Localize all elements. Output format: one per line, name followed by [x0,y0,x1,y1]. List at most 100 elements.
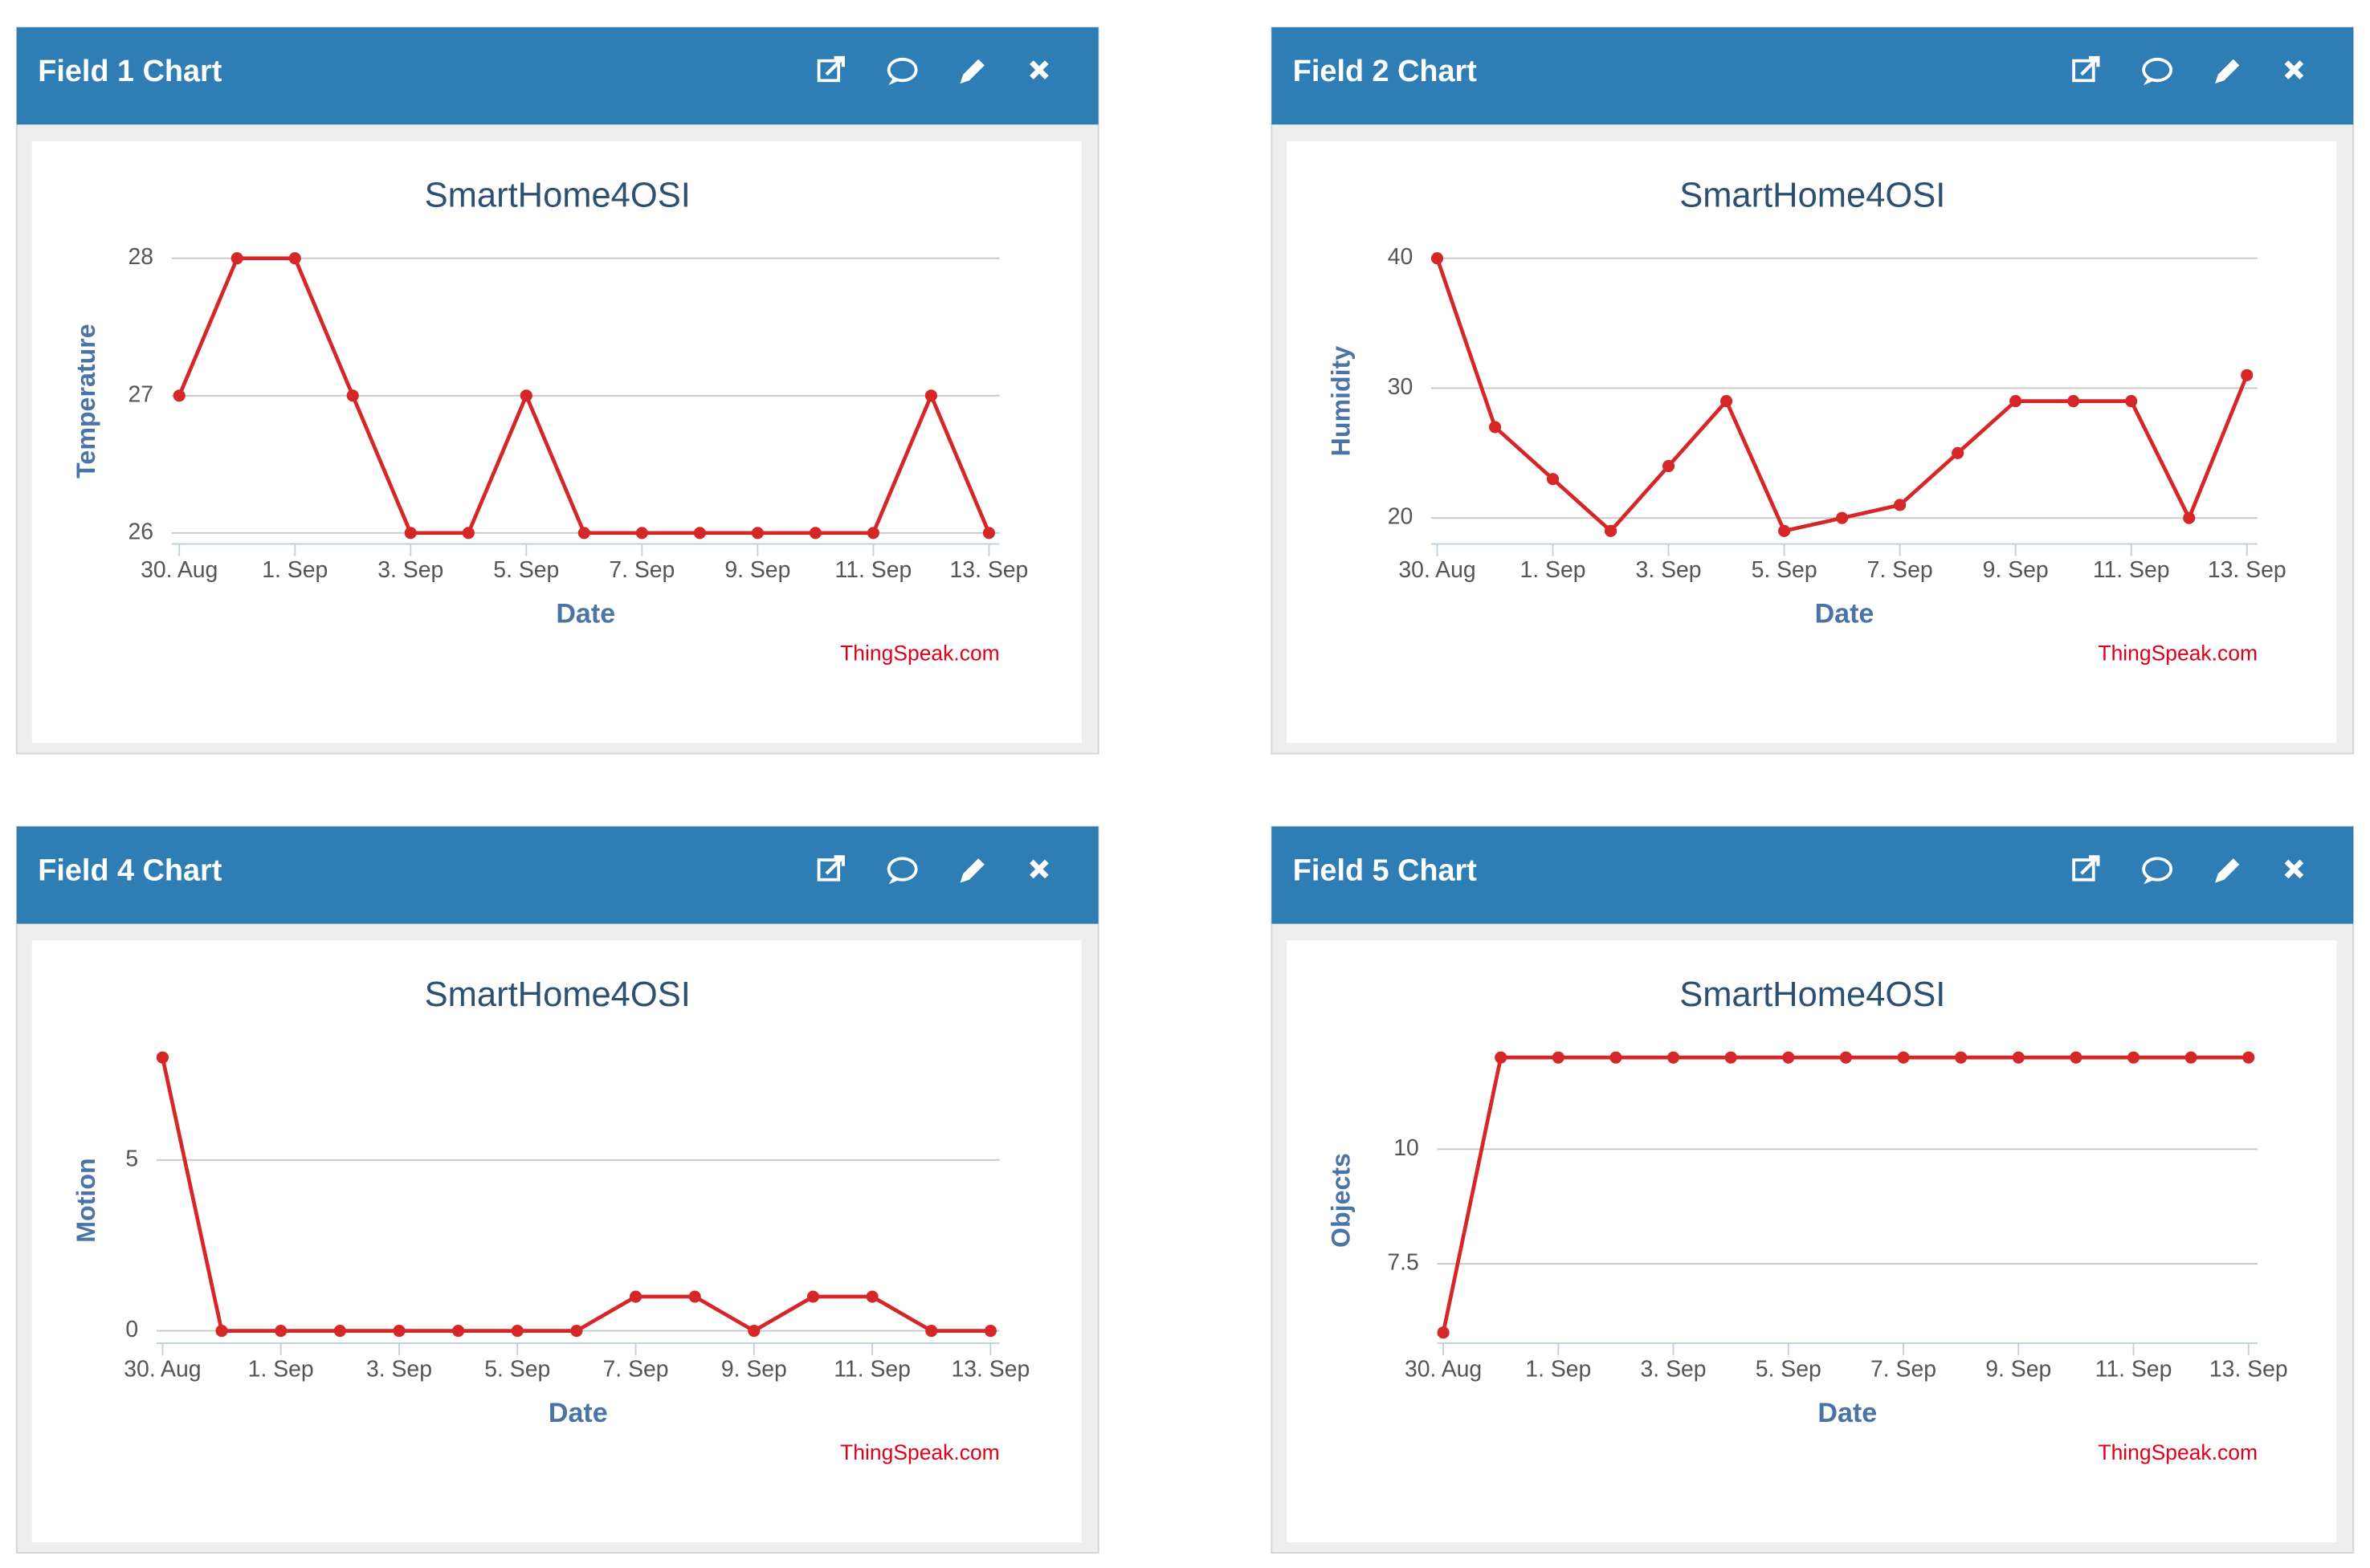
x-tick-label: 7. Sep [1867,557,1933,583]
data-point [404,527,417,540]
close-icon[interactable] [1030,60,1049,79]
y-tick-label: 40 [1388,244,1413,270]
comment-icon[interactable] [887,857,918,882]
x-tick-label: 5. Sep [484,1356,550,1382]
data-point [693,527,706,540]
data-point [1552,1051,1564,1064]
open-icon-arrow[interactable] [2080,55,2100,76]
y-tick-label: 10 [1393,1135,1419,1161]
chart-title: SmartHome4OSI [425,177,691,215]
x-tick-label: 30. Aug [1398,557,1475,583]
edit-icon[interactable] [2215,858,2240,883]
x-tick-label: 1. Sep [248,1356,314,1382]
x-tick-label: 3. Sep [377,557,443,583]
data-point [333,1325,346,1338]
y-axis-label: Motion [71,1158,100,1242]
chart-area [1287,141,2337,743]
x-tick-label: 9. Sep [1983,557,2049,583]
y-tick-label: 7.5 [1387,1250,1418,1276]
open-icon[interactable] [2072,858,2095,882]
panel-title: Field 4 Chart [38,853,222,887]
data-point [346,389,359,402]
data-point [1609,1051,1622,1064]
data-point [925,1325,938,1338]
x-tick-label: 13. Sep [950,557,1029,583]
y-axis-label: Humidity [1327,346,1356,457]
x-tick-label: 11. Sep [2095,1356,2172,1382]
x-axis-label: Date [1817,1398,1877,1428]
data-point [1894,499,1907,511]
credit: ThingSpeak.com [2098,641,2258,666]
x-axis-label: Date [549,1398,608,1428]
data-point [2067,395,2080,408]
data-point [2184,1051,2197,1064]
x-axis-label: Date [556,598,615,629]
x-tick-label: 5. Sep [493,557,559,583]
x-tick-label: 9. Sep [1985,1356,2051,1382]
x-tick-label: 30. Aug [141,557,218,583]
open-icon-arrow[interactable] [2080,855,2100,875]
open-icon-arrow[interactable] [825,855,845,875]
close-icon[interactable] [2284,859,2304,879]
x-tick-label: 3. Sep [1641,1356,1707,1382]
data-point [288,252,301,265]
data-point [511,1325,524,1338]
comment-tail [888,876,899,885]
data-point [2241,369,2254,381]
chart-title: SmartHome4OSI [1679,177,1945,215]
data-point [1839,1051,1852,1064]
x-tick-label: 1. Sep [1525,1356,1591,1382]
close-icon[interactable] [1030,859,1049,879]
data-point [393,1325,406,1338]
data-point [2012,1051,2025,1064]
comment-icon[interactable] [2142,857,2173,882]
y-tick-label: 0 [125,1317,138,1342]
panel-title: Field 1 Chart [38,55,222,88]
data-point [1720,395,1733,408]
x-tick-label: 1. Sep [262,557,328,583]
close-icon[interactable] [2284,60,2304,79]
y-axis-label: Objects [1327,1153,1356,1248]
open-icon-arrow[interactable] [825,55,845,76]
y-tick-label: 5 [125,1146,138,1171]
credit: ThingSpeak.com [2098,1440,2258,1464]
x-tick-label: 13. Sep [2208,557,2286,583]
x-tick-label: 13. Sep [952,1356,1030,1382]
x-tick-label: 9. Sep [721,1356,787,1382]
data-point [275,1325,288,1338]
x-tick-label: 13. Sep [2209,1356,2288,1382]
chart-title: SmartHome4OSI [1679,975,1945,1014]
edit-icon[interactable] [2215,59,2240,84]
data-point [2242,1051,2255,1064]
data-point [629,1290,642,1303]
x-tick-label: 7. Sep [1870,1356,1936,1382]
edit-icon[interactable] [960,858,985,883]
y-axis-label: Temperature [71,324,100,478]
data-point [1955,1051,1968,1064]
data-point [462,527,475,540]
chart-panel: Field 2 Chart SmartHome4OSI Humidity Date Th… [1271,26,2355,755]
panel-header [1271,27,2354,125]
comment-icon[interactable] [2142,57,2173,83]
comment-icon[interactable] [887,57,918,83]
data-point [215,1325,228,1338]
credit: ThingSpeak.com [840,1440,1000,1464]
open-icon[interactable] [817,858,841,882]
open-icon[interactable] [817,59,841,83]
data-point [748,1325,761,1338]
edit-icon[interactable] [960,59,985,84]
data-point [866,1290,879,1303]
x-tick-label: 7. Sep [609,557,675,583]
data-point [570,1325,583,1338]
data-point [1604,524,1617,537]
panel-title: Field 2 Chart [1293,55,1477,88]
chart-title: SmartHome4OSI [425,975,691,1014]
x-tick-label: 30. Aug [124,1356,201,1382]
data-point [1778,524,1791,537]
panel-header [16,27,1099,125]
data-point [1495,1051,1507,1064]
data-point [751,527,764,540]
x-tick-label: 3. Sep [366,1356,432,1382]
open-icon[interactable] [2072,59,2095,83]
comment-tail [2144,876,2155,885]
